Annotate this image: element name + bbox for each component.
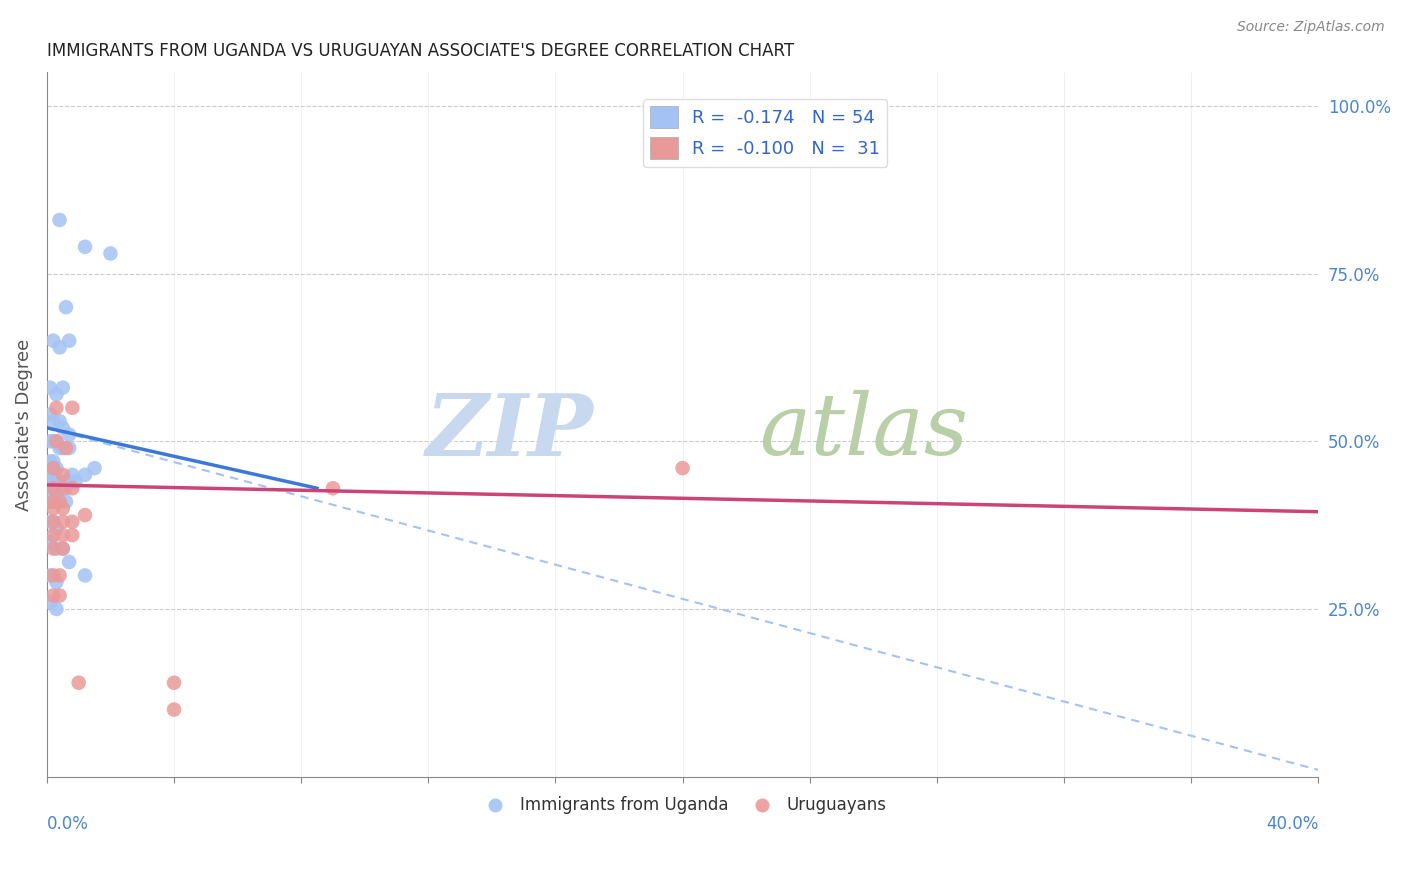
Point: [39, 515, 62, 529]
Point: [100, 246, 122, 260]
Point: [73, 240, 96, 254]
Point: [73, 467, 96, 482]
Point: [58, 334, 80, 348]
Point: [42, 528, 65, 542]
Point: [671, 461, 693, 475]
Point: [48, 340, 70, 354]
Point: [45, 541, 67, 556]
Point: [39, 381, 62, 395]
Text: ZIP: ZIP: [426, 390, 593, 474]
Point: [45, 475, 67, 489]
Point: [39, 568, 62, 582]
Point: [48, 494, 70, 508]
Point: [45, 434, 67, 449]
Text: 0.0%: 0.0%: [46, 815, 89, 833]
Point: [163, 675, 186, 690]
Point: [39, 535, 62, 549]
Point: [52, 541, 75, 556]
Point: [52, 515, 75, 529]
Point: [48, 568, 70, 582]
Point: [58, 427, 80, 442]
Point: [48, 589, 70, 603]
Point: [52, 441, 75, 455]
Point: [55, 441, 77, 455]
Text: IMMIGRANTS FROM UGANDA VS URUGUAYAN ASSOCIATE'S DEGREE CORRELATION CHART: IMMIGRANTS FROM UGANDA VS URUGUAYAN ASSO…: [46, 42, 794, 60]
Point: [52, 541, 75, 556]
Point: [45, 602, 67, 616]
Point: [42, 334, 65, 348]
Point: [55, 481, 77, 495]
Point: [65, 475, 87, 489]
Text: Source: ZipAtlas.com: Source: ZipAtlas.com: [1237, 20, 1385, 34]
Point: [60, 467, 83, 482]
Point: [55, 300, 77, 314]
Point: [52, 421, 75, 435]
Point: [48, 213, 70, 227]
Legend: Immigrants from Uganda, Uruguayans: Immigrants from Uganda, Uruguayans: [471, 789, 893, 822]
Point: [42, 568, 65, 582]
Point: [39, 494, 62, 508]
Point: [83, 461, 105, 475]
Point: [52, 381, 75, 395]
Point: [45, 387, 67, 401]
Point: [42, 414, 65, 428]
Point: [67, 675, 90, 690]
Point: [48, 481, 70, 495]
Point: [60, 481, 83, 495]
Point: [73, 568, 96, 582]
Point: [322, 481, 344, 495]
Point: [42, 589, 65, 603]
Point: [52, 501, 75, 516]
Point: [60, 528, 83, 542]
Point: [42, 541, 65, 556]
Point: [52, 481, 75, 495]
Point: [39, 595, 62, 609]
Point: [60, 401, 83, 415]
Point: [42, 481, 65, 495]
Point: [42, 501, 65, 516]
Point: [42, 515, 65, 529]
Point: [45, 494, 67, 508]
Point: [42, 481, 65, 495]
Point: [52, 528, 75, 542]
Point: [45, 401, 67, 415]
Point: [55, 475, 77, 489]
Point: [58, 555, 80, 569]
Point: [58, 441, 80, 455]
Point: [45, 521, 67, 535]
Point: [163, 702, 186, 716]
Point: [45, 575, 67, 590]
Point: [39, 454, 62, 468]
Point: [39, 467, 62, 482]
Point: [55, 494, 77, 508]
Point: [42, 467, 65, 482]
Point: [39, 481, 62, 495]
Point: [48, 441, 70, 455]
Point: [42, 461, 65, 475]
Point: [73, 508, 96, 522]
Y-axis label: Associate's Degree: Associate's Degree: [15, 338, 32, 510]
Point: [42, 515, 65, 529]
Point: [39, 434, 62, 449]
Point: [45, 461, 67, 475]
Point: [45, 434, 67, 449]
Point: [42, 434, 65, 449]
Point: [52, 467, 75, 482]
Point: [48, 475, 70, 489]
Text: 40.0%: 40.0%: [1265, 815, 1319, 833]
Point: [42, 494, 65, 508]
Point: [42, 494, 65, 508]
Point: [60, 515, 83, 529]
Point: [42, 454, 65, 468]
Text: atlas: atlas: [759, 390, 967, 473]
Point: [48, 494, 70, 508]
Point: [39, 408, 62, 422]
Point: [48, 414, 70, 428]
